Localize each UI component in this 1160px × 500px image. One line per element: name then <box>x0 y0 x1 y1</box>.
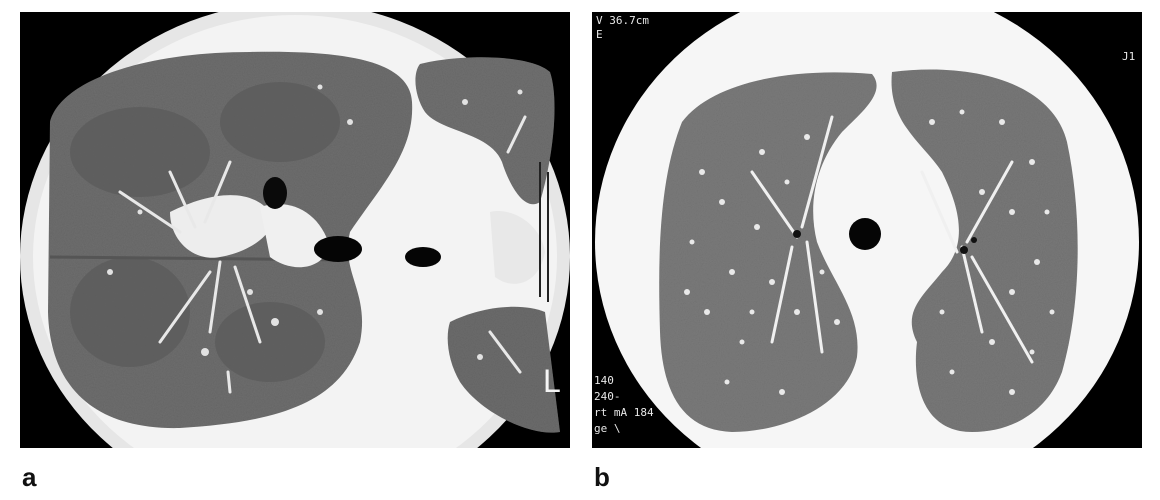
panel-label-a: a <box>22 462 37 492</box>
ct-image-panel-b: V 36.7cm E J1 140 240- rt mA 184 ge \ <box>592 12 1142 448</box>
left-lung-lower-a <box>447 306 560 433</box>
airway-a3 <box>405 247 441 267</box>
airway-a1 <box>263 177 287 209</box>
nodules-b <box>684 109 1055 395</box>
overlay-e: E <box>596 28 603 41</box>
trachea-b <box>849 218 881 250</box>
panel-label-b: b <box>594 462 610 492</box>
ct-scan-b: V 36.7cm E J1 140 240- rt mA 184 ge \ <box>592 12 1142 448</box>
ct-scan-a: L <box>20 12 570 448</box>
overlay-bl-0: 140 <box>594 374 614 387</box>
airway-a2 <box>314 236 362 262</box>
overlay-fov: V 36.7cm <box>596 14 649 27</box>
ct-image-panel-a: L <box>20 12 570 448</box>
overlay-bl-2: rt mA 184 <box>594 406 654 419</box>
right-lung-b <box>659 72 877 432</box>
overlay-bl-1: 240- <box>594 390 621 403</box>
orientation-marker-a: L <box>543 363 561 399</box>
overlay-top-right: J1 <box>1122 50 1135 63</box>
overlay-bl-3: ge \ <box>594 422 621 435</box>
